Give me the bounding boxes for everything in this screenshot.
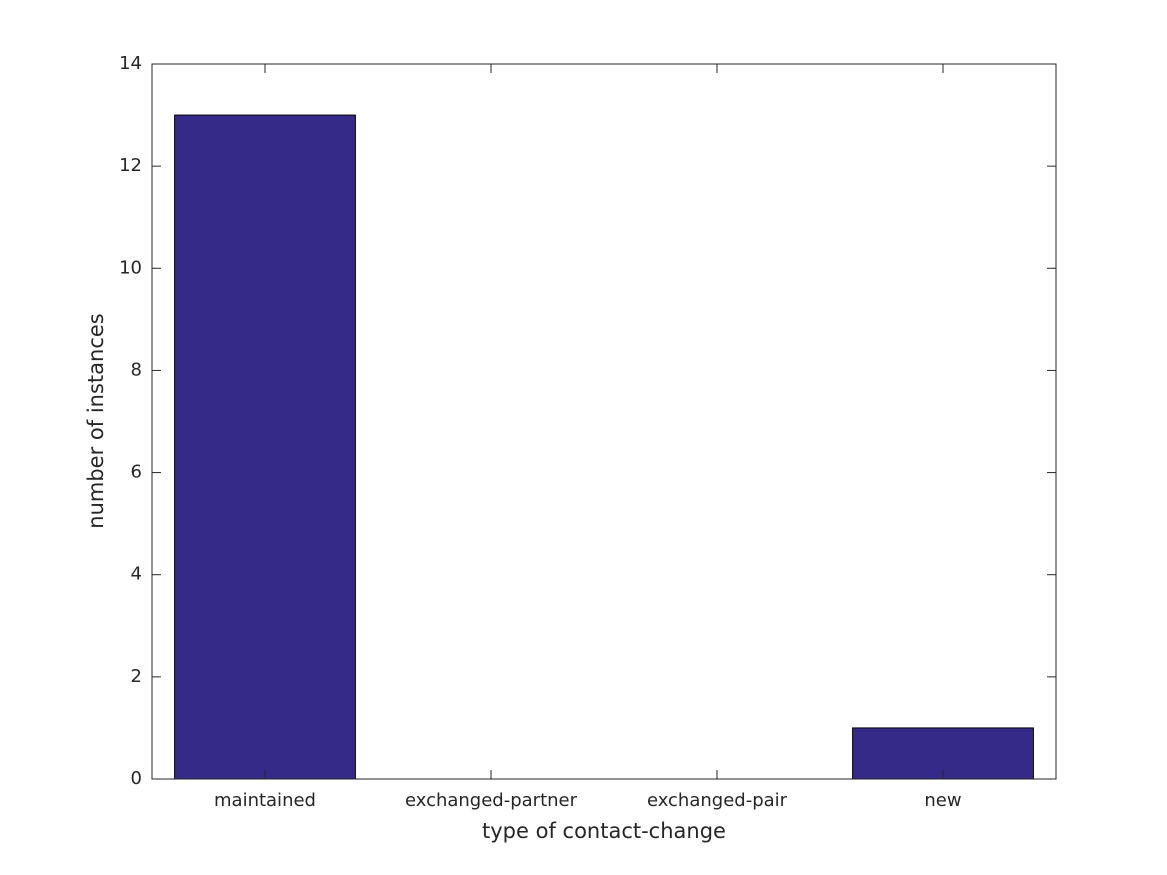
x-tick-label: exchanged-pair <box>647 790 788 811</box>
x-axis-label: type of contact-change <box>482 819 726 843</box>
y-tick-label: 12 <box>119 155 142 176</box>
axes-box <box>151 63 1057 780</box>
x-tick-label: new <box>924 790 961 811</box>
y-tick-label: 10 <box>119 257 142 278</box>
bar <box>174 114 356 780</box>
y-tick-label: 14 <box>119 53 142 74</box>
y-tick-label: 4 <box>131 564 142 585</box>
x-tick-label: exchanged-partner <box>405 790 578 811</box>
x-tick-label: maintained <box>214 790 316 811</box>
y-tick-label: 0 <box>131 768 142 789</box>
y-axis-label: number of instances <box>84 313 108 528</box>
y-tick-label: 6 <box>131 462 142 483</box>
y-tick-label: 2 <box>131 666 142 687</box>
y-tick-label: 8 <box>131 359 142 380</box>
